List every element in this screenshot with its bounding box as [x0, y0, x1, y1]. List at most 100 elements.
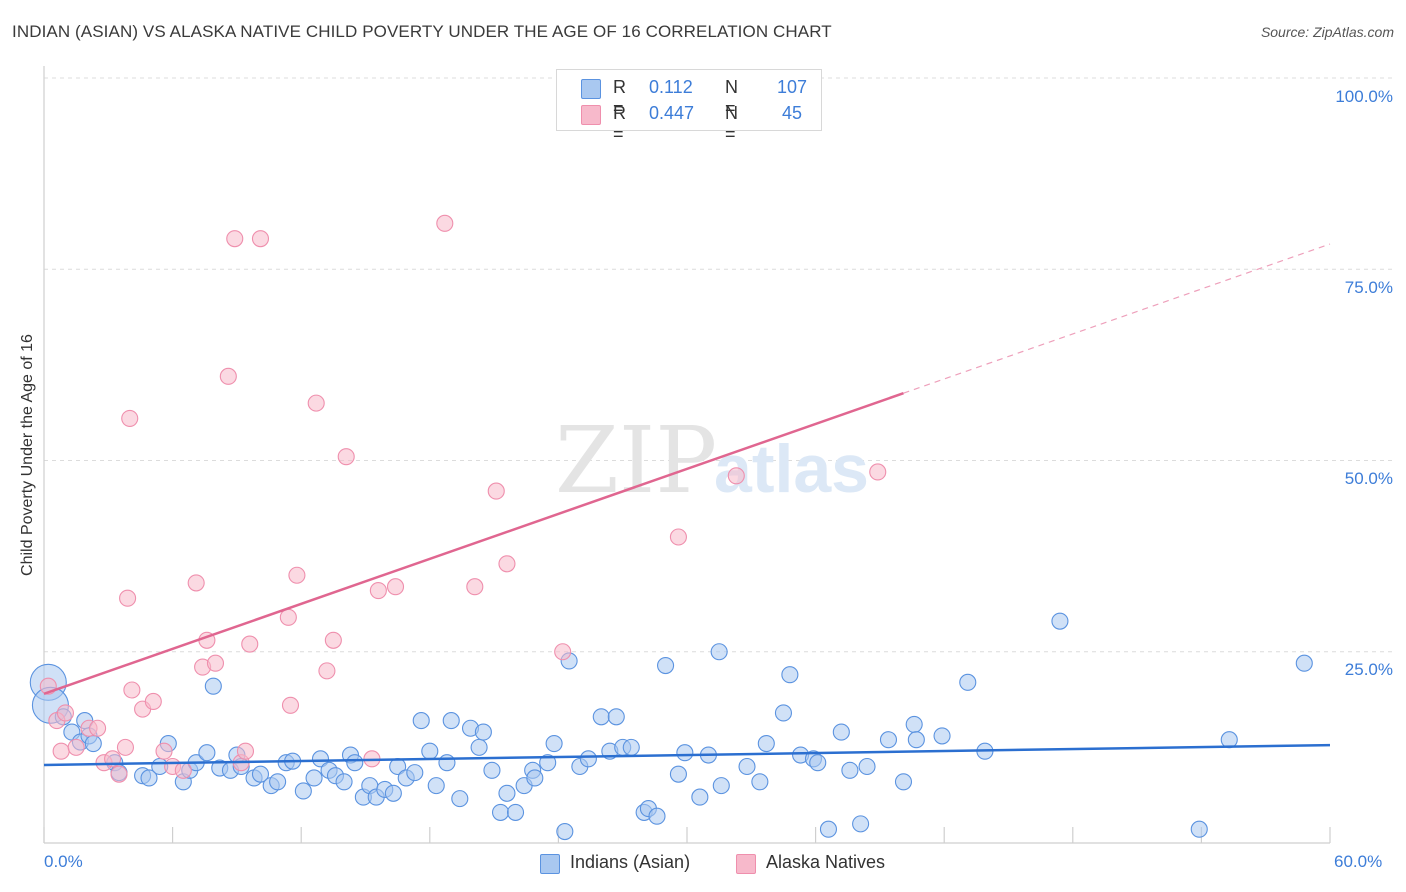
alaska-natives-point — [324, 631, 342, 649]
legend-n-value: 107 — [776, 77, 808, 97]
legend-r-key: R = — [613, 77, 626, 118]
indians-asian-point — [907, 731, 925, 749]
indians-asian-point — [819, 820, 838, 838]
indians-asian-point — [526, 769, 544, 787]
indians-asian-point — [751, 773, 769, 791]
indians-asian-point — [1051, 612, 1069, 630]
legend-n-key: N = — [725, 77, 738, 118]
y-tick-label-50: 50.0% — [1344, 469, 1393, 488]
series-alaska-natives — [39, 214, 887, 783]
indians-asian-point — [305, 769, 323, 787]
trend-line-indians-asian — [43, 743, 1331, 767]
indians-asian-point — [781, 666, 799, 684]
indians-asian-point — [269, 773, 287, 791]
indians-asian-point — [204, 677, 222, 695]
indians-asian-point — [498, 784, 516, 802]
indians-asian-point — [346, 754, 364, 772]
indians-asian-point — [579, 750, 597, 768]
bottom-legend-swatch-pink — [736, 854, 756, 874]
alaska-natives-point — [307, 394, 325, 412]
indians-asian-point — [879, 731, 898, 749]
alaska-natives-point — [236, 742, 255, 760]
indians-asian-point — [832, 723, 850, 741]
y-tick-label-25: 25.0% — [1344, 660, 1393, 679]
alaska-natives-point — [155, 742, 173, 760]
bottom-legend-label: Indians (Asian) — [570, 852, 691, 872]
indians-asian-point — [556, 822, 574, 841]
indians-asian-point — [858, 757, 876, 776]
alaska-natives-point — [116, 738, 134, 756]
indians-asian-point — [438, 754, 456, 772]
indians-asian-point — [757, 734, 775, 753]
indians-asian-point — [545, 734, 563, 753]
watermark: ZIP atlas — [555, 407, 869, 514]
legend-swatch-pink — [581, 105, 601, 125]
alaska-natives-point — [241, 635, 259, 653]
indians-asian-point — [622, 738, 640, 756]
trend-line-alaska-natives — [43, 392, 904, 696]
indians-asian-point — [421, 742, 439, 760]
alaska-natives-point — [52, 742, 70, 760]
alaska-natives-point — [174, 761, 192, 779]
alaska-natives-point — [466, 578, 484, 596]
indians-asian-point — [959, 673, 977, 691]
grid-lines — [44, 77, 1392, 653]
indians-asian-point — [140, 769, 158, 787]
indians-asian-point — [691, 788, 709, 806]
indians-asian-point — [676, 744, 694, 762]
legend-r-key: R = — [613, 103, 626, 144]
alaska-natives-point — [318, 662, 336, 680]
series-indians-asian — [29, 612, 1313, 841]
indians-asian-point — [841, 761, 859, 779]
alaska-natives-point — [436, 214, 454, 232]
legend-swatch-blue — [581, 79, 601, 99]
y-tick-label-100: 100.0% — [1335, 87, 1393, 106]
indians-asian-point — [1190, 820, 1208, 838]
alaska-natives-point — [56, 704, 74, 722]
indians-asian-point — [474, 723, 492, 741]
indians-asian-point — [506, 803, 525, 821]
alaska-natives-point — [869, 463, 887, 481]
alaska-natives-point — [288, 566, 306, 584]
indians-asian-point — [412, 712, 430, 730]
legend: R = 0.112 N = 107 R = 0.447 N = 45 — [556, 69, 822, 144]
indians-asian-point — [592, 708, 610, 726]
alaska-natives-point — [279, 608, 297, 626]
indians-asian-point — [894, 773, 913, 791]
indians-asian-point — [251, 765, 270, 783]
alaska-natives-point — [123, 681, 141, 699]
bottom-legend-swatch-blue — [540, 854, 560, 874]
indians-asian-point — [1295, 654, 1313, 672]
indians-asian-point — [491, 803, 510, 821]
alaska-natives-point — [89, 719, 107, 737]
indians-asian-point — [311, 750, 330, 768]
indians-asian-point — [442, 712, 460, 730]
alaska-natives-point — [226, 230, 244, 248]
legend-n-value: 45 — [781, 103, 803, 123]
alaska-natives-point — [67, 738, 85, 756]
indians-asian-point — [669, 765, 687, 783]
chart-title: INDIAN (ASIAN) VS ALASKA NATIVE CHILD PO… — [12, 22, 832, 41]
chart-source: Source: ZipAtlas.com — [1260, 24, 1394, 40]
indians-asian-point — [607, 708, 625, 726]
y-tick-label-75: 75.0% — [1344, 278, 1393, 297]
legend-r-value: 0.447 — [649, 103, 695, 123]
indians-asian-point — [539, 754, 557, 772]
indians-asian-point — [657, 656, 675, 675]
indians-asian-point — [738, 757, 756, 776]
alaska-natives-point — [121, 409, 139, 427]
indians-asian-point — [774, 704, 793, 722]
indians-asian-point — [198, 744, 216, 762]
indians-asian-point — [384, 784, 402, 802]
alaska-natives-point — [219, 367, 237, 385]
indians-asian-point — [427, 777, 445, 795]
alaska-natives-point — [144, 692, 162, 711]
indians-asian-point — [648, 807, 666, 825]
x-tick-label-min: 0.0% — [44, 852, 83, 871]
indians-asian-point — [294, 782, 312, 800]
alaska-natives-point — [281, 696, 300, 714]
indians-asian-point — [84, 734, 102, 753]
x-tick-label-max: 60.0% — [1334, 852, 1383, 871]
indians-asian-point — [335, 773, 353, 791]
